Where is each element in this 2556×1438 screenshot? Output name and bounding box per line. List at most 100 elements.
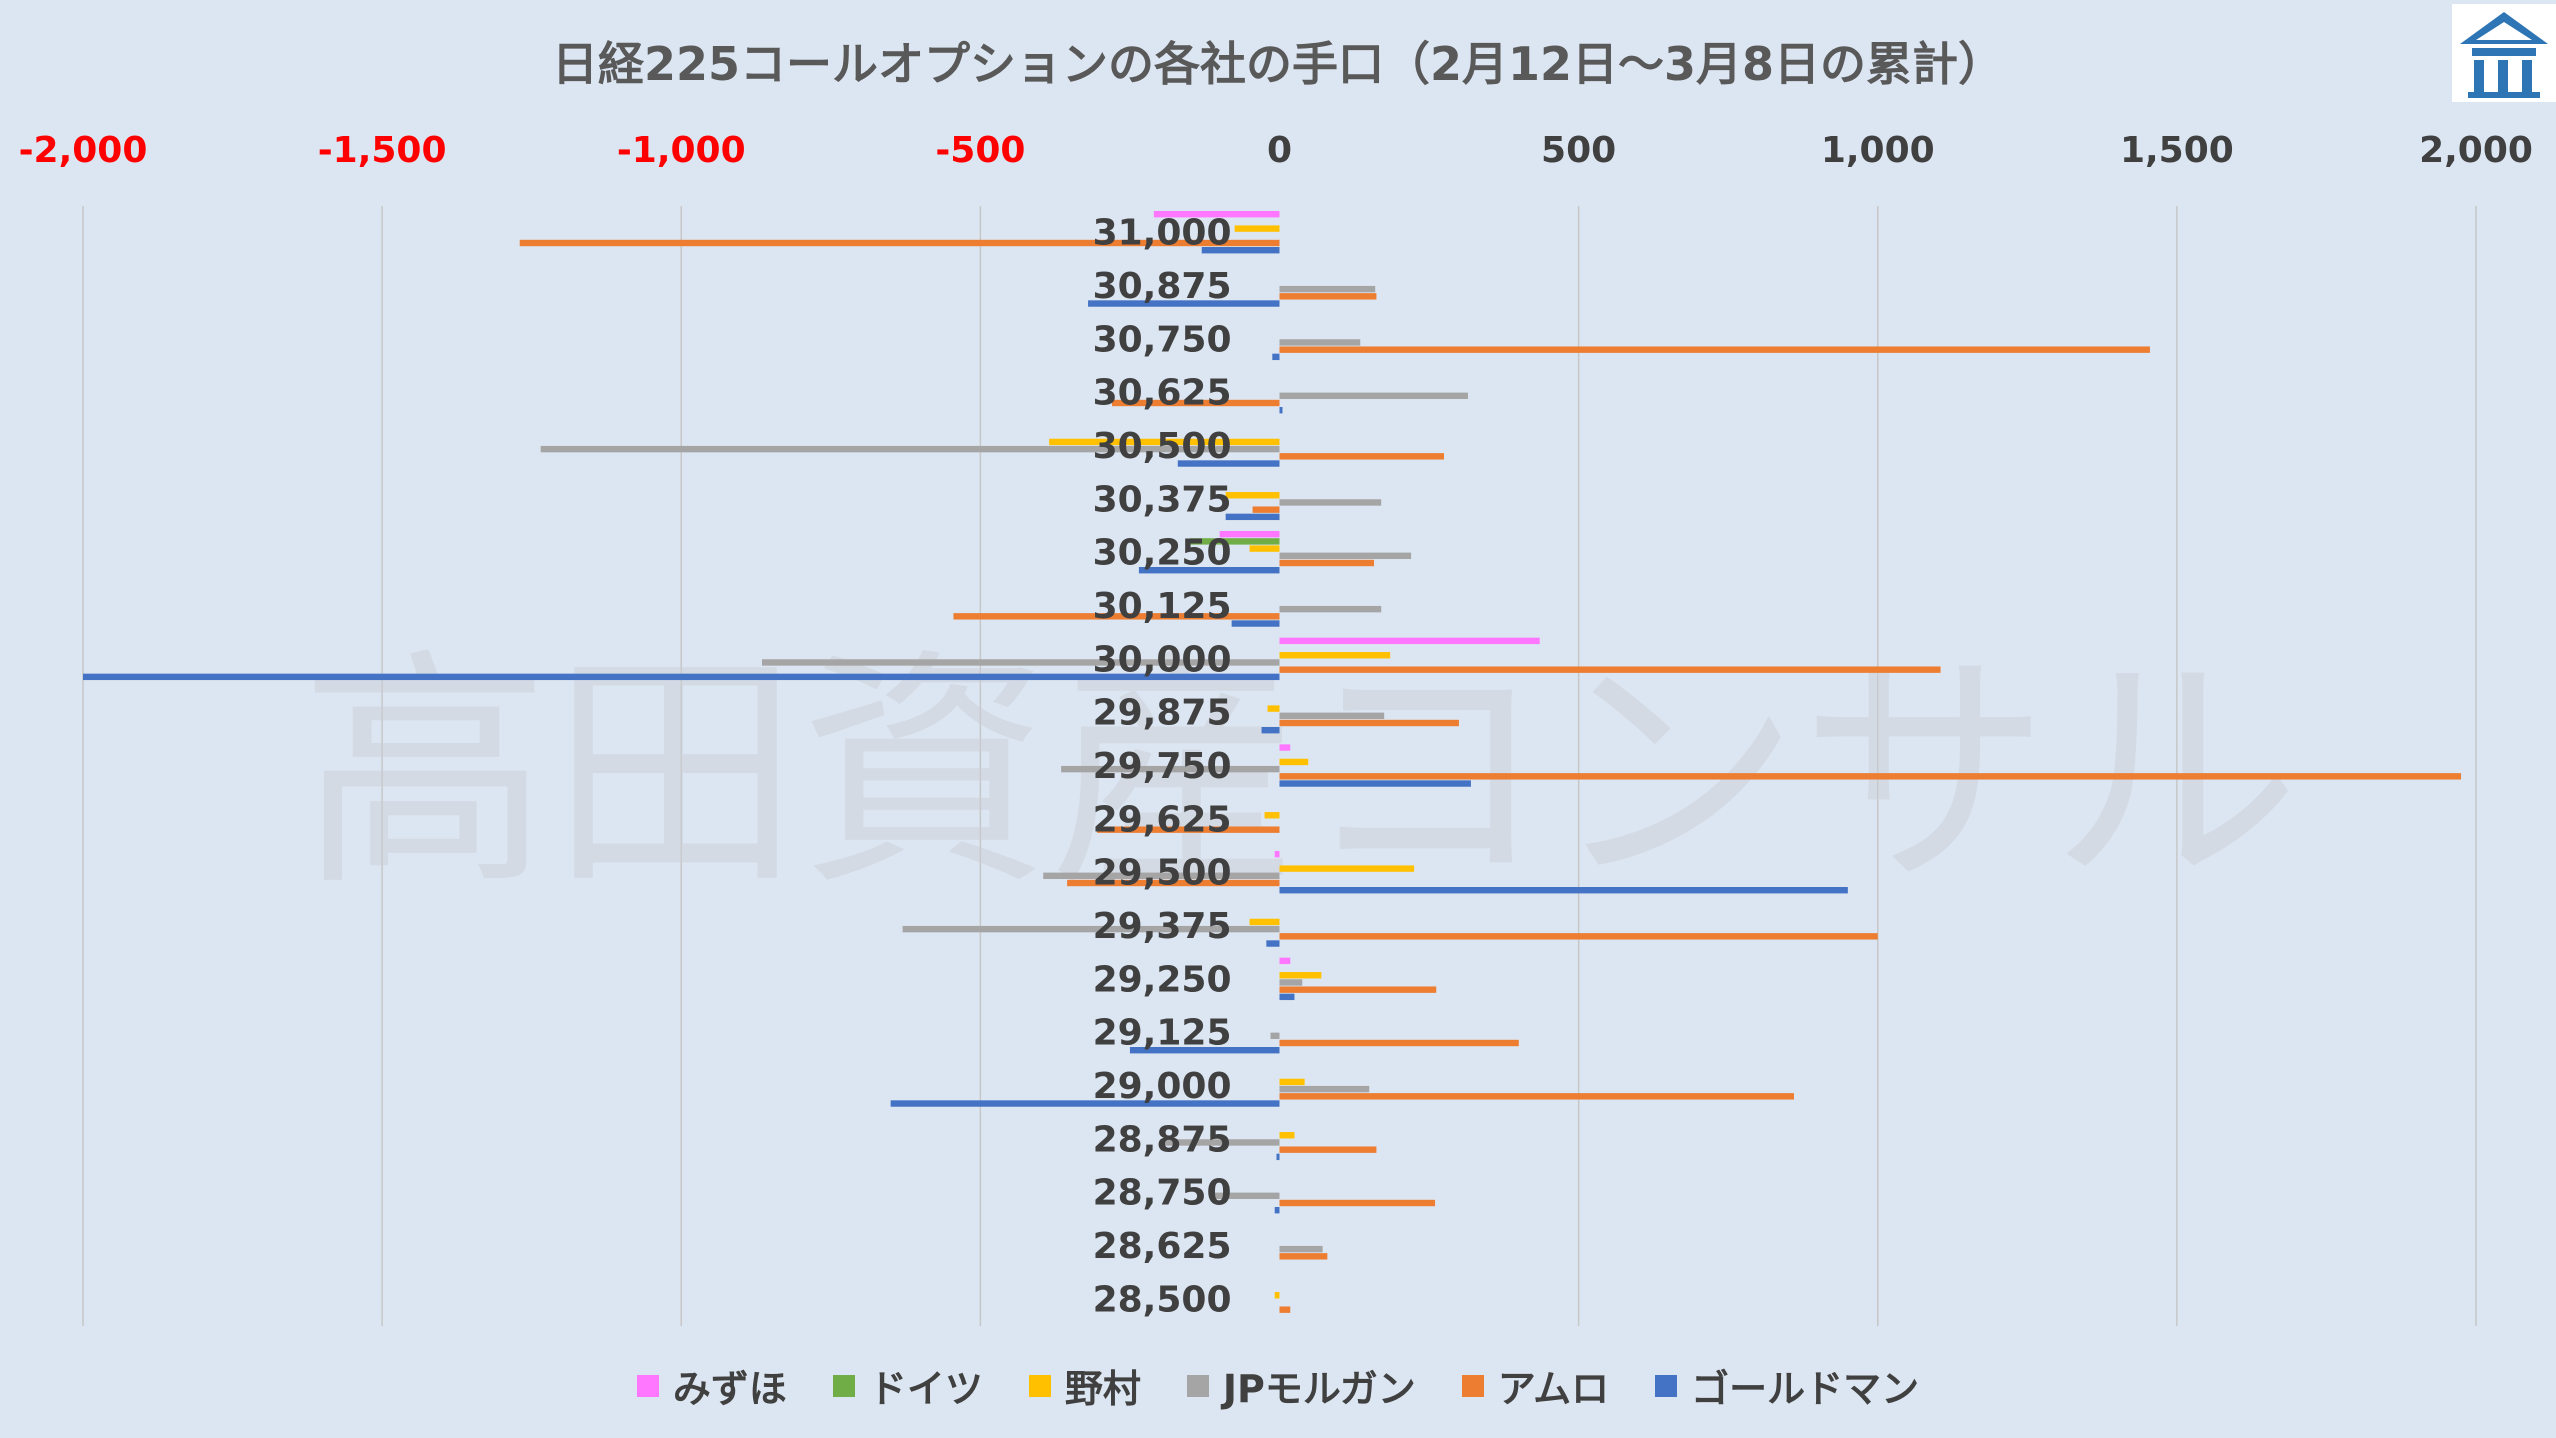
gridlines: [82, 206, 2477, 1326]
x-tick-label: 500: [1541, 130, 1616, 171]
legend-swatch: [1461, 1374, 1484, 1397]
bar: [1279, 559, 1375, 567]
bar: [1067, 879, 1280, 887]
y-tick-label: 29,250: [1093, 959, 1232, 1000]
bar: [1061, 765, 1280, 773]
legend-item: ドイツ: [832, 1358, 983, 1413]
bar: [1279, 1039, 1519, 1047]
x-tick-label: -2,000: [19, 130, 148, 171]
bar: [890, 1100, 1280, 1107]
bar: [1279, 758, 1309, 766]
y-tick-label: 30,625: [1093, 373, 1232, 414]
bar: [1225, 492, 1280, 499]
bar: [83, 673, 1280, 681]
bar: [1049, 438, 1280, 446]
legend-label: 野村: [1064, 1367, 1141, 1411]
bar: [1270, 1032, 1280, 1039]
bar: [902, 925, 1280, 933]
y-tick-label: 30,125: [1093, 586, 1232, 627]
bar: [1279, 499, 1382, 506]
bar: [1272, 353, 1280, 361]
y-tick-label: 29,375: [1093, 906, 1232, 947]
bar: [1279, 933, 1878, 940]
x-tick-label: -500: [935, 130, 1025, 171]
y-tick-label: 29,500: [1093, 853, 1232, 894]
bar: [1279, 652, 1391, 659]
bar: [1279, 1199, 1436, 1207]
bar: [1249, 545, 1280, 552]
legend-item: ゴールドマン: [1655, 1358, 1919, 1413]
x-tick-label: -1,000: [617, 130, 746, 171]
bars: [83, 211, 2462, 1313]
bar: [1111, 399, 1280, 407]
legend-item: 野村: [1028, 1358, 1141, 1413]
legend-label: ドイツ: [868, 1367, 983, 1411]
bar: [1279, 1253, 1328, 1260]
legend-label: みずほ: [672, 1367, 787, 1411]
y-tick-label: 31,000: [1093, 213, 1232, 254]
bar: [1234, 225, 1280, 232]
bar: [1276, 1153, 1280, 1161]
y-tick-label: 30,375: [1093, 479, 1232, 520]
y-tick-label: 29,125: [1093, 1013, 1232, 1054]
bar: [1279, 712, 1385, 719]
bar: [1279, 637, 1540, 645]
y-tick-label: 30,500: [1093, 426, 1232, 467]
y-tick-label: 29,000: [1093, 1066, 1232, 1107]
bar: [1267, 705, 1280, 712]
bar: [1219, 531, 1280, 538]
x-tick-label: 2,000: [2419, 130, 2533, 171]
bar: [1129, 1047, 1280, 1054]
bar: [1274, 851, 1280, 858]
bar: [1138, 567, 1280, 574]
legend-swatch: [1655, 1374, 1678, 1397]
bar: [1279, 719, 1459, 727]
bar: [1279, 986, 1437, 993]
bar: [1279, 744, 1291, 751]
legend-label: JPモルガン: [1222, 1367, 1416, 1411]
bar: [1279, 972, 1322, 979]
logo: [2452, 4, 2556, 102]
legend-swatch: [832, 1374, 855, 1397]
bar: [1279, 979, 1303, 986]
bar: [1153, 211, 1280, 218]
x-tick-label: -1,500: [318, 130, 447, 171]
bar: [1279, 1085, 1370, 1093]
bar: [1043, 872, 1280, 879]
x-tick-label: 1,000: [1821, 130, 1935, 171]
bar: [1159, 1139, 1280, 1146]
legend-label: アムロ: [1497, 1367, 1610, 1411]
legend: みずほ ドイツ 野村 JPモルガン アムロ ゴールドマン: [0, 1358, 2556, 1413]
bar: [1189, 538, 1280, 545]
bar: [1279, 1078, 1305, 1086]
bar: [1274, 1292, 1280, 1299]
y-tick-label: 28,750: [1093, 1173, 1232, 1214]
legend-swatch: [636, 1374, 659, 1397]
bar: [1279, 957, 1291, 965]
bar: [1225, 513, 1280, 521]
legend-swatch: [1028, 1374, 1051, 1397]
bar: [1274, 1207, 1280, 1214]
bar: [1252, 506, 1280, 513]
bar: [1279, 285, 1376, 293]
bar: [1279, 293, 1377, 300]
bar: [1279, 407, 1283, 414]
bar: [1279, 392, 1468, 399]
legend-item: アムロ: [1461, 1358, 1610, 1413]
bar: [1097, 826, 1280, 833]
bar: [1088, 300, 1280, 307]
bar: [953, 613, 1280, 620]
bar: [1279, 773, 2462, 780]
bar: [1279, 865, 1415, 872]
bar: [1264, 812, 1280, 819]
legend-item: みずほ: [636, 1358, 787, 1413]
bar: [1279, 339, 1361, 346]
bar: [1279, 993, 1295, 1001]
x-tick-label: 0: [1267, 130, 1292, 171]
bar: [1279, 780, 1471, 787]
house-logo-icon: [2460, 12, 2548, 98]
bar: [540, 445, 1280, 453]
x-tick-label: 1,500: [2120, 130, 2234, 171]
y-tick-label: 29,625: [1093, 799, 1232, 840]
y-tick-label: 29,750: [1093, 746, 1232, 787]
